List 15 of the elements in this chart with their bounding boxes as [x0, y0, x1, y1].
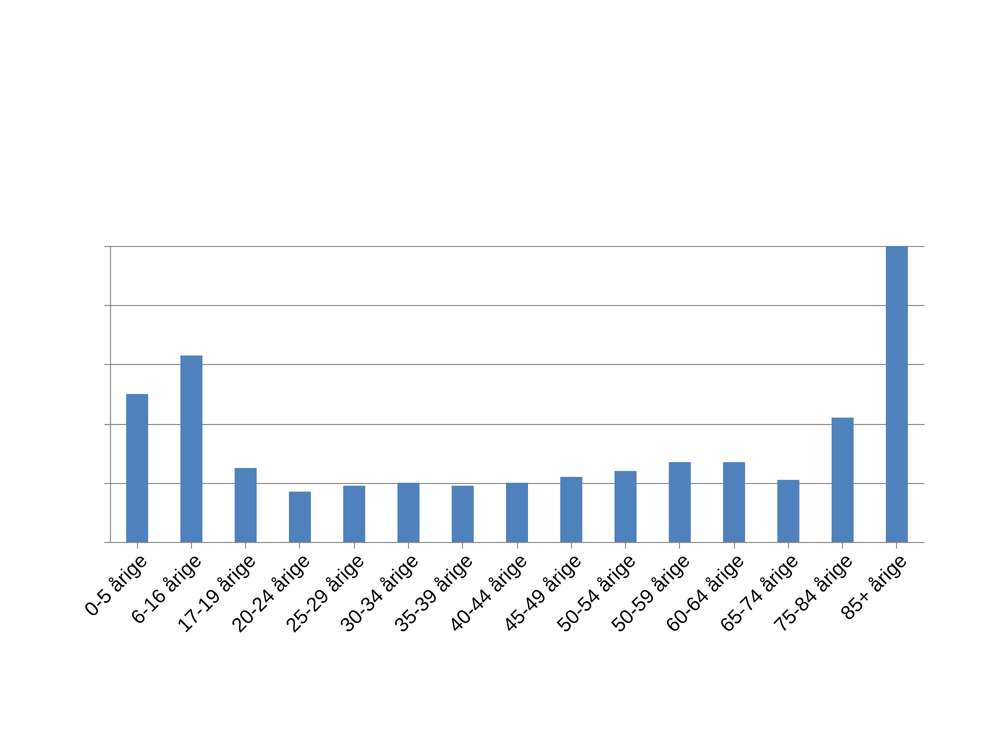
bar [397, 482, 420, 542]
bar [452, 486, 474, 542]
bar [777, 480, 800, 542]
bar [723, 462, 746, 542]
bar [180, 356, 202, 542]
bar [832, 418, 854, 542]
bar [668, 462, 691, 542]
bar [614, 470, 637, 542]
bar [343, 486, 366, 542]
bar [126, 394, 148, 542]
bar [560, 476, 582, 542]
bar [288, 492, 311, 542]
bar [234, 468, 257, 542]
bar [886, 246, 908, 542]
bar [506, 482, 528, 542]
